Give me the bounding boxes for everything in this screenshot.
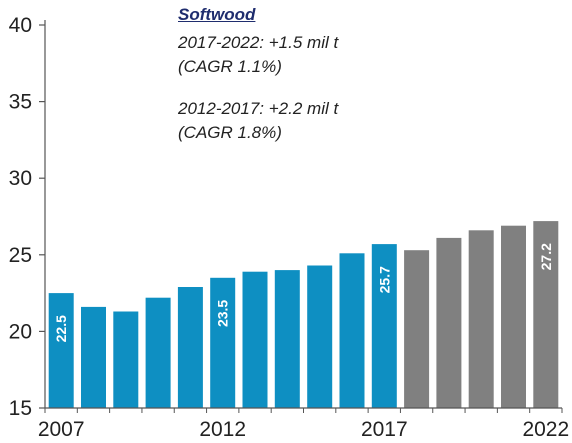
bar-2015 bbox=[307, 265, 333, 408]
bar-2018 bbox=[404, 250, 430, 408]
bar-2011 bbox=[177, 287, 203, 408]
y-axis: 15 20 25 30 35 40 bbox=[9, 14, 46, 420]
bar-2020 bbox=[468, 230, 494, 408]
data-label-2022: 27.2 bbox=[538, 243, 554, 270]
y-tick-label-40: 40 bbox=[9, 14, 32, 37]
y-tick-label-35: 35 bbox=[9, 91, 32, 114]
bar-2021 bbox=[501, 225, 526, 408]
x-tick-label-2022: 2022 bbox=[522, 418, 569, 441]
bar-2010 bbox=[145, 297, 171, 408]
bar-2012 bbox=[210, 277, 236, 408]
bar-2007 bbox=[48, 293, 74, 408]
x-tick-label-2017: 2017 bbox=[361, 418, 408, 441]
bar-2019 bbox=[436, 237, 462, 408]
bar-2008 bbox=[81, 306, 106, 408]
data-label-2017: 25.7 bbox=[376, 266, 392, 293]
bar-2009 bbox=[113, 311, 139, 408]
annotation-line-1: 2017-2022: +1.5 mil t bbox=[178, 33, 339, 52]
bar-2013 bbox=[242, 271, 268, 408]
bar-2014 bbox=[274, 270, 300, 408]
y-tick-label-25: 25 bbox=[9, 244, 32, 267]
data-label-2012: 23.5 bbox=[215, 300, 231, 327]
x-tick-label-2012: 2012 bbox=[199, 418, 246, 441]
data-label-2007: 22.5 bbox=[53, 315, 69, 342]
annotation-title: Softwood bbox=[178, 5, 256, 24]
data-labels-group: 22.5 23.5 25.7 27.2 bbox=[53, 243, 554, 342]
annotation-line-4: (CAGR 1.8%) bbox=[178, 123, 282, 142]
bar-2017 bbox=[371, 244, 397, 408]
annotation-line-2: (CAGR 1.1%) bbox=[178, 57, 282, 76]
annotation-line-3: 2012-2017: +2.2 mil t bbox=[178, 99, 339, 118]
bar-2016 bbox=[339, 253, 365, 408]
bar-2022 bbox=[533, 221, 559, 408]
y-tick-label-15: 15 bbox=[9, 397, 32, 420]
bars-group bbox=[48, 221, 559, 408]
y-tick-label-30: 30 bbox=[9, 167, 32, 190]
x-axis: 2007 2012 2017 2022 bbox=[38, 407, 569, 441]
x-tick-label-2007: 2007 bbox=[38, 418, 85, 441]
y-tick-label-20: 20 bbox=[9, 320, 32, 343]
